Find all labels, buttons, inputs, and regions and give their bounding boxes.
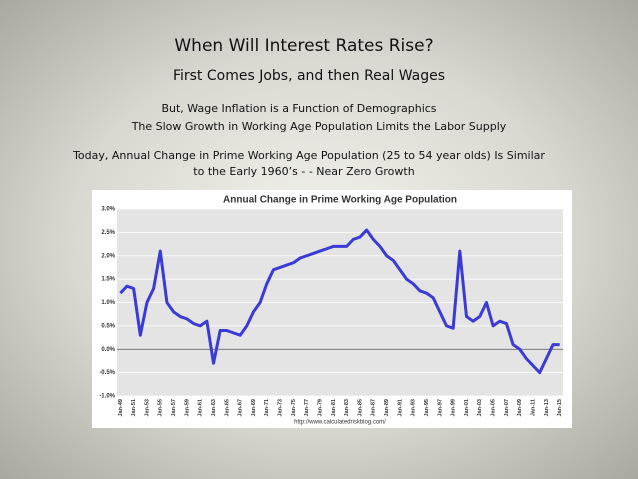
slide-text: But, Wage Inflation is a Function of Dem… [161,102,437,115]
x-tick-label: Jan-87 [371,399,377,416]
x-tick-label: Jan-63 [211,399,217,416]
x-tick-label: Jan-79 [317,399,323,416]
y-tick-label: -0.5% [99,370,115,376]
x-tick-label: Jan-03 [477,399,483,416]
x-tick-label: Jan-05 [491,399,497,416]
x-tick-label: Jan-93 [411,399,417,416]
chart: Annual Change in Prime Working Age Popul… [92,190,572,428]
x-tick-label: Jan-85 [357,399,363,416]
source: http://www.calculatedriskblog.com/ [294,420,386,426]
x-tick-label: Jan-73 [278,399,284,416]
x-tick-label: Jan-53 [144,399,150,416]
x-tick-label: Jan-95 [424,399,430,416]
x-tick-label: Jan-91 [397,399,403,416]
x-tick-label: Jan-61 [198,399,204,416]
slide-text: Today, Annual Change in Prime Working Ag… [73,149,545,162]
x-tick-label: Jan-99 [451,399,457,416]
x-tick-label: Jan-01 [464,399,470,416]
x-tick-label: Jan-97 [437,399,443,416]
x-tick-label: Jan-65 [224,399,230,416]
slide-text: to the Early 1960’s - - Near Zero Growth [193,165,415,178]
x-tick-label: Jan-09 [517,399,523,416]
x-tick-label: Jan-77 [304,399,310,416]
x-tick-label: Jan-11 [530,399,536,416]
slide-subtitle: First Comes Jobs, and then Real Wages [172,68,446,84]
y-tick-label: 3.0% [101,207,115,213]
line [119,228,560,375]
slide-title: When Will Interest Rates Rise? [174,36,434,56]
y-tick-label: 1.0% [101,300,115,306]
x-tick-label: Jan-81 [331,399,337,416]
y-tick-label: 2.5% [101,230,115,236]
x-tick-label: Jan-69 [251,399,257,416]
x-tick-label: Jan-15 [557,399,563,416]
x-tick-label: Jan-55 [158,399,164,416]
x-tick-label: Jan-49 [118,399,124,416]
x-tick-label: Jan-67 [238,399,244,416]
x-tick-label: Jan-71 [264,399,270,416]
y-tick-label: 0.5% [101,323,115,329]
x-tick-label: Jan-51 [131,399,137,416]
x-tick-label: Jan-07 [504,399,510,416]
x-tick-label: Jan-75 [291,399,297,416]
y-tick-label: 1.5% [101,277,115,283]
x-tick-label: Jan-13 [544,399,550,416]
y-tick-label: -1.0% [99,394,115,400]
chart-title: Annual Change in Prime Working Age Popul… [223,195,457,206]
x-tick-label: Jan-59 [184,399,190,416]
y-tick-label: 2.0% [101,253,115,259]
slide-text: The Slow Growth in Working Age Populatio… [131,120,507,133]
x-tick-label: Jan-89 [384,399,390,416]
x-tick-label: Jan-83 [344,399,350,416]
x-tick-label: Jan-57 [171,399,177,416]
y-tick-label: 0.0% [101,347,115,353]
